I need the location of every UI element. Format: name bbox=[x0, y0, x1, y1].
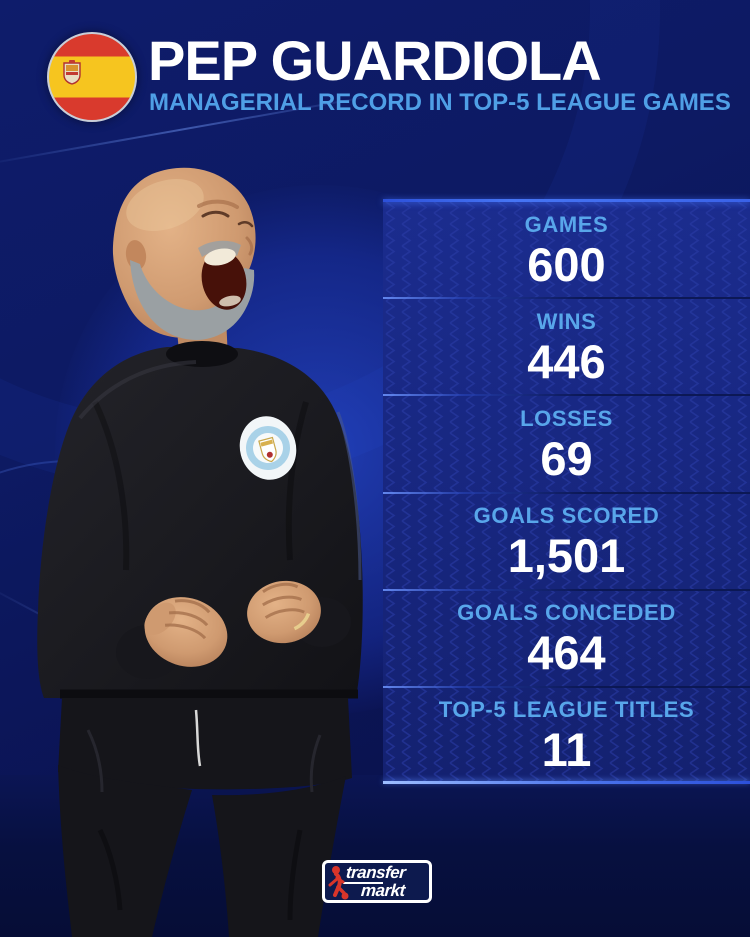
stat-value: 69 bbox=[540, 431, 593, 485]
collar bbox=[166, 341, 238, 367]
logo-word-transfer: transfer bbox=[345, 863, 407, 882]
stat-row-goals-scored: GOALS SCORED 1,501 bbox=[383, 494, 750, 589]
stat-label: GAMES bbox=[524, 211, 609, 237]
page-title: PEP GUARDIOLA bbox=[148, 29, 602, 92]
beard bbox=[130, 260, 255, 340]
spain-coat-of-arms bbox=[63, 60, 81, 85]
stat-label: GOALS SCORED bbox=[473, 503, 660, 529]
drawstring bbox=[194, 709, 202, 767]
pep-guardiola-photo bbox=[37, 167, 363, 937]
stat-value: 446 bbox=[527, 334, 606, 388]
page-subtitle: MANAGERIAL RECORD IN TOP-5 LEAGUE GAMES bbox=[149, 89, 731, 116]
row-divider bbox=[383, 394, 750, 397]
stat-value: 11 bbox=[541, 723, 592, 777]
stat-value: 1,501 bbox=[507, 529, 626, 583]
row-divider bbox=[383, 491, 750, 494]
stat-row-wins: WINS 446 bbox=[383, 299, 750, 394]
stat-row-losses: LOSSES 69 bbox=[383, 396, 750, 491]
logo-rule bbox=[343, 882, 383, 884]
row-divider bbox=[383, 685, 750, 688]
row-divider bbox=[383, 588, 750, 591]
logo-word-markt: markt bbox=[360, 881, 406, 900]
stat-row-games: GAMES 600 bbox=[383, 202, 750, 297]
wedding-ring bbox=[293, 612, 311, 631]
stat-row-goals-conceded: GOALS CONCEDED 464 bbox=[383, 591, 750, 686]
panel-top-border bbox=[383, 199, 750, 202]
stats-panel: GAMES 600 WINS 446 LOSSES 69 GOALS SCORE… bbox=[383, 199, 750, 784]
fist-right bbox=[247, 580, 321, 644]
stat-row-league-titles: TOP-5 LEAGUE TITLES 11 bbox=[383, 688, 750, 783]
stat-label: TOP-5 LEAGUE TITLES bbox=[438, 697, 695, 723]
pants bbox=[58, 698, 352, 937]
stat-value: 464 bbox=[527, 626, 606, 680]
head bbox=[112, 167, 256, 340]
stat-label: WINS bbox=[536, 308, 597, 334]
fist-left bbox=[144, 597, 228, 667]
panel-bottom-border bbox=[383, 781, 750, 784]
row-divider bbox=[383, 297, 750, 300]
player-kicker-icon bbox=[328, 866, 349, 900]
transfermarkt-logo: transfer markt bbox=[322, 860, 432, 903]
stat-label: GOALS CONCEDED bbox=[457, 600, 676, 626]
stat-value: 600 bbox=[527, 237, 606, 291]
spain-flag-icon bbox=[47, 32, 137, 122]
stat-label: LOSSES bbox=[520, 405, 613, 431]
club-badge bbox=[239, 416, 297, 480]
